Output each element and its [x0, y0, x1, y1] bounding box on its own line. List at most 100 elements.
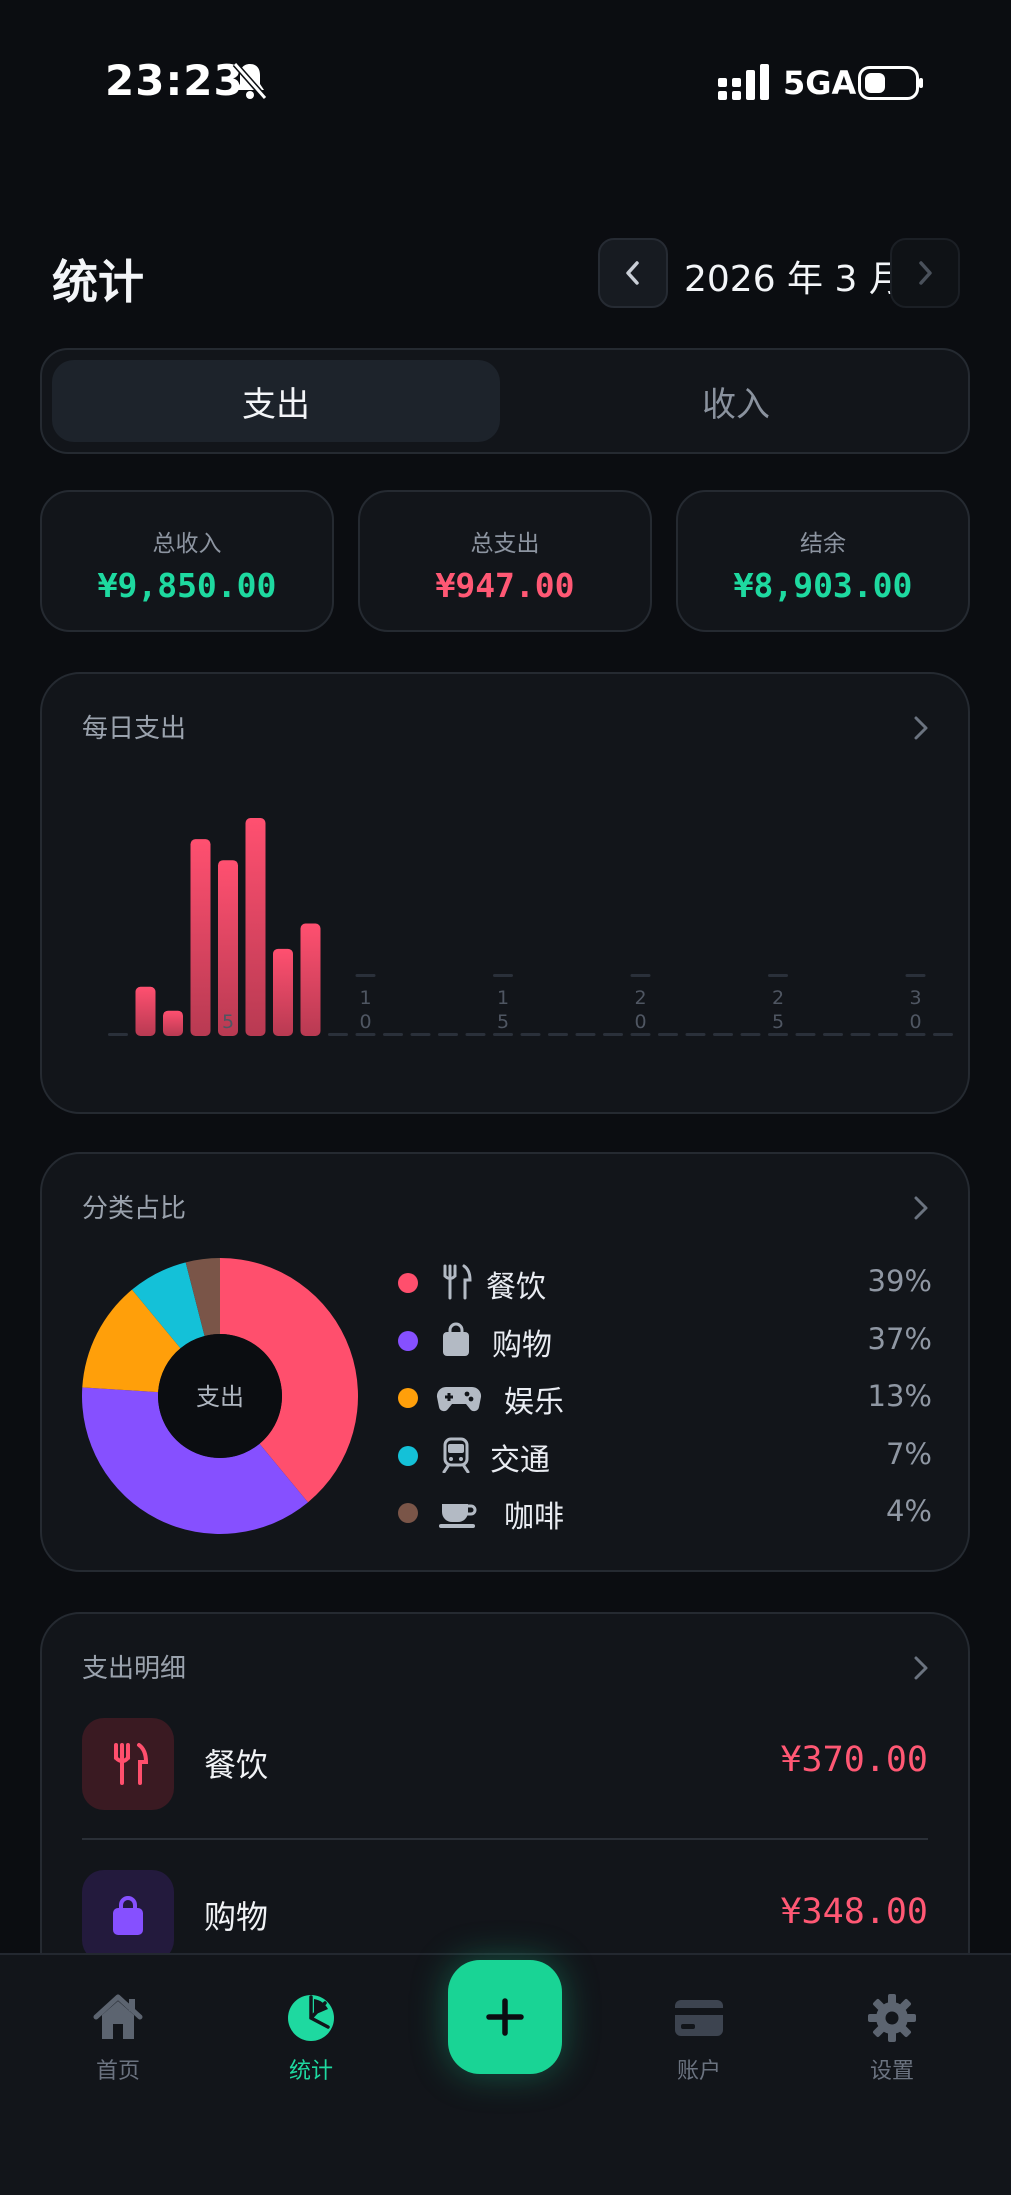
train-icon: [442, 1437, 470, 1473]
bar-day-29: [878, 1033, 898, 1036]
bar-day-13: [438, 1033, 458, 1036]
legend-dot: [398, 1503, 418, 1523]
tick-mark-25: [768, 974, 788, 977]
legend-label: 购物: [492, 1328, 552, 1363]
chevron-right-icon: [919, 261, 932, 285]
bar-day-26: [795, 1033, 816, 1036]
tab-accounts[interactable]: 账户: [634, 1991, 764, 2085]
donut-center-label: 支出: [196, 1383, 244, 1411]
tab-settings[interactable]: 设置: [827, 1991, 957, 2085]
total-income-label: 总收入: [152, 531, 222, 557]
bar-day-23: [713, 1033, 733, 1036]
chevron-left-icon: [626, 261, 639, 285]
network-type: 5GA: [783, 64, 857, 102]
tab-home-label: 首页: [95, 2059, 140, 2084]
row-amount: ¥370.00: [780, 1740, 928, 1780]
tick-mark-15: [493, 974, 513, 977]
bar-day-31: [933, 1033, 953, 1036]
legend-percent: 13%: [867, 1379, 932, 1413]
tab-settings-label: 设置: [869, 2059, 914, 2084]
bar-day-17: [548, 1033, 568, 1036]
legend-dot: [398, 1331, 418, 1351]
row-amount: ¥348.00: [780, 1892, 928, 1932]
total-expense-value: ¥947.00: [435, 566, 575, 605]
signal-icon: [718, 64, 769, 100]
bar-day-2: [135, 986, 156, 1036]
category-donut-chart: 支出: [81, 1258, 359, 1534]
bar-day-25: [768, 1033, 788, 1036]
category-share-card[interactable]: 分类占比 支出 餐饮 39% 购物 37% 娱乐 13%: [40, 1152, 970, 1572]
category-icon-tile: [82, 1870, 174, 1962]
bar-day-6: [245, 818, 266, 1036]
legend-label: 交通: [490, 1443, 550, 1478]
tab-income[interactable]: 收入: [702, 384, 770, 425]
donut-hole: [158, 1334, 282, 1458]
tab-expense[interactable]: 支出: [52, 360, 500, 442]
chevron-right-icon: [914, 716, 928, 740]
legend-label: 咖啡: [504, 1500, 564, 1535]
utensils-icon: [443, 1264, 472, 1300]
total-income-value: ¥9,850.00: [97, 566, 277, 605]
bar-day-14: [465, 1033, 486, 1036]
gear-icon: [868, 1994, 916, 2042]
utensils-icon: [114, 1743, 149, 1785]
total-income-card: 总收入 ¥9,850.00: [40, 490, 334, 632]
x-tick-label: 1: [497, 987, 509, 1009]
bar-day-10: [355, 1033, 376, 1036]
tick-mark-10: [355, 974, 376, 977]
prev-month-button[interactable]: [598, 238, 668, 308]
legend-item-shopping: 购物 37%: [398, 1318, 932, 1363]
bar-day-21: [658, 1033, 678, 1036]
bar-day-3: [163, 1010, 183, 1036]
legend-item-transport: 交通 7%: [398, 1433, 932, 1478]
legend-label: 餐饮: [486, 1270, 546, 1305]
legend-item-entertainment: 娱乐 13%: [398, 1375, 932, 1420]
bar-day-15: [493, 1033, 513, 1036]
legend-item-dining: 餐饮 39%: [398, 1260, 932, 1305]
balance-label: 结余: [800, 531, 846, 557]
x-tick-label: 5: [222, 1011, 234, 1033]
tick-mark-20: [630, 974, 651, 977]
type-segmented-control: 支出 收入: [40, 348, 970, 454]
shopping-bag-icon: [113, 1896, 143, 1935]
bar-day-30: [905, 1033, 926, 1036]
legend-item-coffee: 咖啡 4%: [398, 1490, 932, 1535]
bar-day-12: [410, 1033, 431, 1036]
legend-dot: [398, 1273, 418, 1293]
home-icon: [93, 1994, 143, 2039]
x-tick-label: 5: [772, 1011, 784, 1033]
x-tick-label: 0: [634, 1011, 646, 1033]
legend-dot: [398, 1446, 418, 1466]
pie-chart-icon: [288, 1995, 334, 2041]
bar-day-19: [603, 1033, 623, 1036]
bar-day-28: [850, 1033, 871, 1036]
category-share-title: 分类占比: [82, 1194, 187, 1224]
x-tick-label: 0: [359, 1011, 371, 1033]
donut-slice-交通: [132, 1262, 205, 1349]
status-bar: 23:23 5GA: [0, 0, 1011, 150]
add-record-button[interactable]: [448, 1960, 562, 2074]
chevron-right-icon: [914, 1656, 928, 1680]
legend-percent: 39%: [867, 1264, 932, 1298]
status-time: 23:23: [105, 56, 244, 105]
donut-slice-咖啡: [185, 1258, 220, 1336]
shopping-bag-icon: [443, 1322, 469, 1356]
tab-stats[interactable]: 统计: [246, 1991, 376, 2085]
next-month-button[interactable]: [890, 238, 960, 308]
gamepad-icon: [436, 1386, 482, 1412]
bar-day-9: [328, 1033, 348, 1036]
x-tick-label: 2: [634, 987, 646, 1009]
bar-day-27: [823, 1033, 843, 1036]
category-icon-tile: [82, 1718, 174, 1810]
donut-slice-娱乐: [82, 1289, 181, 1393]
x-tick-label: 1: [359, 987, 371, 1009]
battery-icon: [858, 66, 923, 100]
bar-day-11: [383, 1033, 403, 1036]
tab-home[interactable]: 首页: [53, 1991, 183, 2085]
chevron-right-icon: [914, 1196, 928, 1220]
legend-percent: 7%: [885, 1437, 932, 1471]
bar-day-20: [630, 1033, 651, 1036]
bar-day-1: [108, 1033, 128, 1036]
